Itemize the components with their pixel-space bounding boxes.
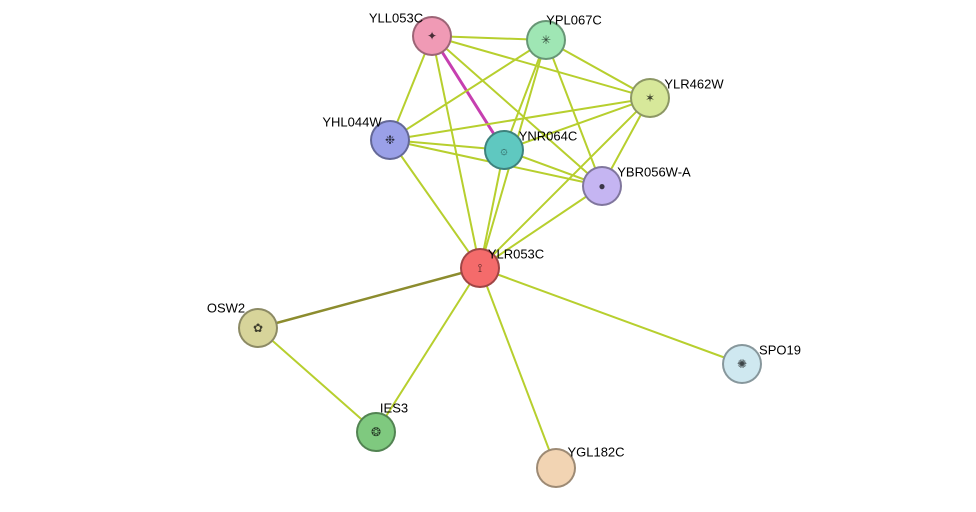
node-glyph: ⟟ xyxy=(478,262,482,274)
edge-YNR064C-YLR462W xyxy=(504,98,650,150)
node-SPO19[interactable]: ✺ xyxy=(722,344,762,384)
node-glyph: ✶ xyxy=(645,92,655,104)
edge-YLR053C-SPO19 xyxy=(480,268,742,364)
label-YLR462W: YLR462W xyxy=(664,77,723,92)
node-YLR053C[interactable]: ⟟ xyxy=(460,248,500,288)
node-glyph: ❂ xyxy=(371,426,381,438)
edge-YLR053C-YLR462W xyxy=(480,98,650,268)
node-glyph: ● xyxy=(598,180,605,192)
label-YHL044W: YHL044W xyxy=(322,115,381,130)
edge-YLR053C-OSW2 xyxy=(258,268,480,328)
node-YNR064C[interactable]: ۞ xyxy=(484,130,524,170)
label-YNR064C: YNR064C xyxy=(519,129,578,144)
node-glyph: ❉ xyxy=(385,134,395,146)
label-OSW2: OSW2 xyxy=(207,301,245,316)
label-YGL182C: YGL182C xyxy=(567,445,624,460)
node-glyph: ✳ xyxy=(541,34,551,46)
node-glyph: ✿ xyxy=(253,322,263,334)
node-IES3[interactable]: ❂ xyxy=(356,412,396,452)
label-YBR056W_A: YBR056W-A xyxy=(617,165,690,180)
node-YGL182C[interactable] xyxy=(536,448,576,488)
node-YPL067C[interactable]: ✳ xyxy=(526,20,566,60)
edge-YLR053C-YLL053C xyxy=(432,36,480,268)
edge-YPL067C-YBR056W_A xyxy=(546,40,602,186)
node-YLL053C[interactable]: ✦ xyxy=(412,16,452,56)
edge-YLR053C-YHL044W xyxy=(390,140,480,268)
edge-OSW2-IES3 xyxy=(258,328,376,432)
edge-YLR053C-YGL182C xyxy=(480,268,556,468)
network-canvas: ⟟YLR053C✦YLL053C✳YPL067C✶YLR462W❉YHL044W… xyxy=(0,0,976,512)
node-OSW2[interactable]: ✿ xyxy=(238,308,278,348)
node-glyph: ✺ xyxy=(737,358,747,370)
edge-YHL044W-YLR462W xyxy=(390,98,650,140)
node-YBR056W_A[interactable]: ● xyxy=(582,166,622,206)
edge-YLR053C-YBR056W_A xyxy=(480,186,602,268)
node-glyph: ۞ xyxy=(500,144,507,156)
node-YHL044W[interactable]: ❉ xyxy=(370,120,410,160)
node-glyph: ✦ xyxy=(427,30,437,42)
edge-YPL067C-YHL044W xyxy=(390,40,546,140)
edge-YLR053C-IES3 xyxy=(376,268,480,432)
node-YLR462W[interactable]: ✶ xyxy=(630,78,670,118)
label-SPO19: SPO19 xyxy=(759,343,801,358)
